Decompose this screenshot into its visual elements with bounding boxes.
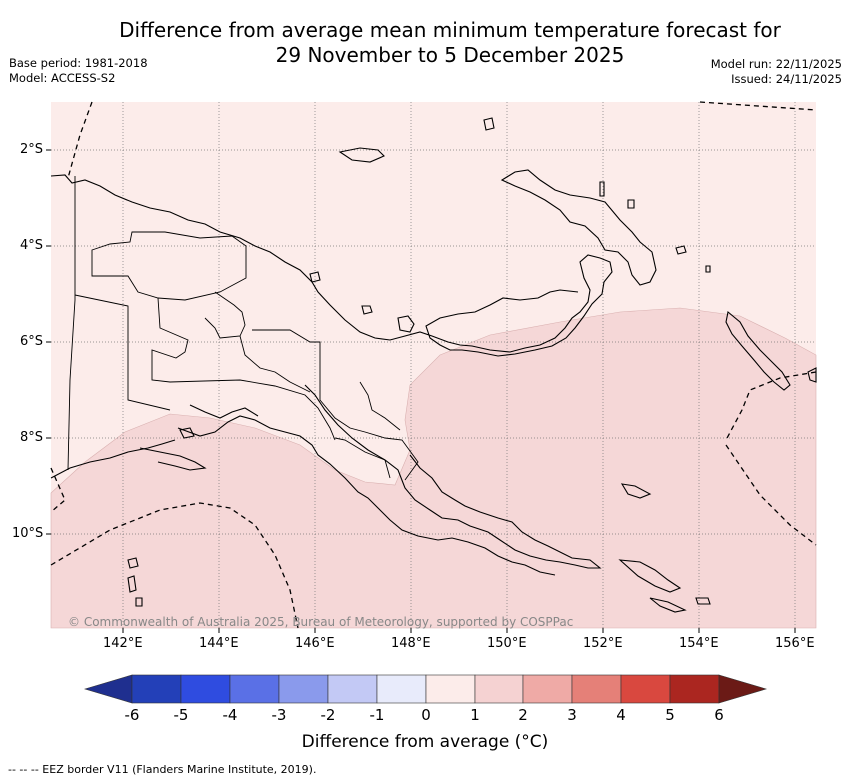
axis-ticks bbox=[46, 149, 796, 633]
colorbar-cell bbox=[425, 674, 476, 704]
title-line-2: 29 November to 5 December 2025 bbox=[275, 43, 625, 67]
colorbar-tick: -2 bbox=[320, 706, 336, 724]
model-run: Model run: 22/11/2025 bbox=[710, 57, 842, 71]
lat-label: 6°S bbox=[20, 334, 44, 349]
new-britain-coast bbox=[500, 169, 657, 286]
lon-label: 144°E bbox=[199, 636, 239, 651]
lon-label: 148°E bbox=[391, 636, 431, 651]
left-metadata: Base period: 1981-2018 Model: ACCESS-S2 bbox=[9, 56, 148, 86]
new-guinea-coast bbox=[50, 174, 613, 357]
chart-title: Difference from average mean minimum tem… bbox=[60, 18, 840, 68]
colorbar-cell bbox=[278, 674, 329, 704]
issued-date: Issued: 24/11/2025 bbox=[731, 72, 842, 86]
lon-label: 156°E bbox=[775, 636, 815, 651]
colorbar-tick: 0 bbox=[421, 706, 431, 724]
colorbar-cell bbox=[180, 674, 231, 704]
colorbar-cell bbox=[571, 674, 622, 704]
colorbar-tick: 4 bbox=[616, 706, 626, 724]
lat-label: 4°S bbox=[20, 238, 44, 253]
copyright-text: © Commonwealth of Australia 2025, Bureau… bbox=[68, 615, 573, 629]
coastline bbox=[50, 117, 817, 613]
colorbar-tick: 3 bbox=[567, 706, 577, 724]
eez-footnote: -- -- -- EEZ border V11 (Flanders Marine… bbox=[8, 763, 317, 776]
colorbar-tick: 2 bbox=[518, 706, 528, 724]
colorbar-cell bbox=[620, 674, 671, 704]
colorbar-cell bbox=[522, 674, 573, 704]
colorbar-tick: -6 bbox=[124, 706, 140, 724]
colorbar-cell bbox=[474, 674, 524, 704]
colorbar-cell bbox=[376, 674, 427, 704]
model-name: Model: ACCESS-S2 bbox=[9, 71, 116, 85]
lon-label: 150°E bbox=[487, 636, 527, 651]
colorbar-tick: -1 bbox=[369, 706, 385, 724]
colorbar-tick: -3 bbox=[271, 706, 287, 724]
eez-borders bbox=[50, 101, 817, 629]
lon-label: 142°E bbox=[103, 636, 143, 651]
colorbar-cell bbox=[131, 674, 182, 704]
colorbar bbox=[83, 674, 768, 704]
lat-label: 10°S bbox=[12, 526, 44, 541]
lat-label: 8°S bbox=[20, 430, 44, 445]
grid-lines bbox=[51, 102, 816, 628]
lon-label: 152°E bbox=[583, 636, 623, 651]
lon-label: 146°E bbox=[295, 636, 335, 651]
right-metadata: Model run: 22/11/2025 Issued: 24/11/2025 bbox=[711, 57, 842, 87]
lon-label: 154°E bbox=[679, 636, 719, 651]
colorbar-extend-high bbox=[718, 674, 768, 704]
colorbar-tick: -5 bbox=[173, 706, 189, 724]
colorbar-cell bbox=[327, 674, 378, 704]
anomaly-band-1-2 bbox=[50, 307, 817, 629]
colorbar-cell bbox=[669, 674, 720, 704]
colorbar-extend-low bbox=[83, 674, 133, 704]
new-ireland-coast bbox=[725, 310, 791, 391]
title-line-1: Difference from average mean minimum tem… bbox=[119, 18, 781, 42]
base-period: Base period: 1981-2018 bbox=[9, 56, 148, 70]
colorbar-tick: -4 bbox=[222, 706, 238, 724]
colorbar-tick: 1 bbox=[470, 706, 480, 724]
province-boundaries bbox=[67, 176, 419, 481]
colorbar-label: Difference from average (°C) bbox=[301, 732, 549, 752]
colorbar-tick: 6 bbox=[714, 706, 724, 724]
colorbar-tick: 5 bbox=[665, 706, 675, 724]
lat-label: 2°S bbox=[20, 142, 44, 157]
colorbar-cell bbox=[229, 674, 280, 704]
